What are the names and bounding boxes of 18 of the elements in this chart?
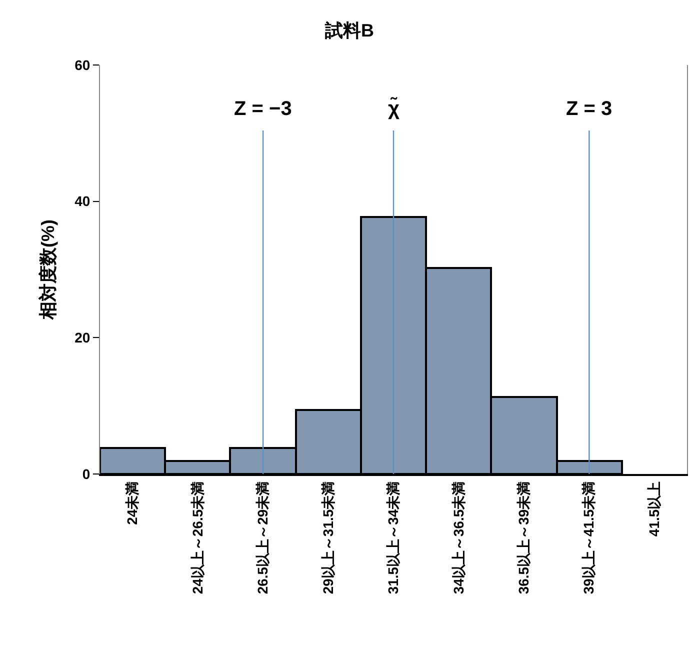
chart-title: 試料B xyxy=(324,20,374,40)
y-tick-label: 0 xyxy=(82,466,90,482)
y-tick-label: 60 xyxy=(74,56,90,73)
y-tick-label: 40 xyxy=(74,193,90,210)
ref-line-label: Z = −3 xyxy=(234,98,292,120)
x-tick-label: 29以上～31.5未満 xyxy=(320,481,336,594)
x-tick-label: 24以上～26.5未満 xyxy=(189,481,206,594)
y-tick-label: 20 xyxy=(74,330,90,346)
x-tick-label: 24未満 xyxy=(124,481,140,525)
ref-line-label: Z = 3 xyxy=(566,98,612,120)
x-tick-label: 26.5以上～29未満 xyxy=(254,481,271,594)
x-tick-label: 34以上～36.5未満 xyxy=(450,481,466,594)
x-tick-label: 39以上～41.5未満 xyxy=(580,481,597,594)
y-axis-title: 相対度数(%) xyxy=(38,220,58,320)
x-tick-label: 36.5以上～39未満 xyxy=(515,481,532,594)
x-tick-label: 41.5以上 xyxy=(646,481,662,537)
x-tick-label: 31.5以上～34未満 xyxy=(385,481,402,594)
ref-line-label: χ̃ xyxy=(388,97,400,120)
